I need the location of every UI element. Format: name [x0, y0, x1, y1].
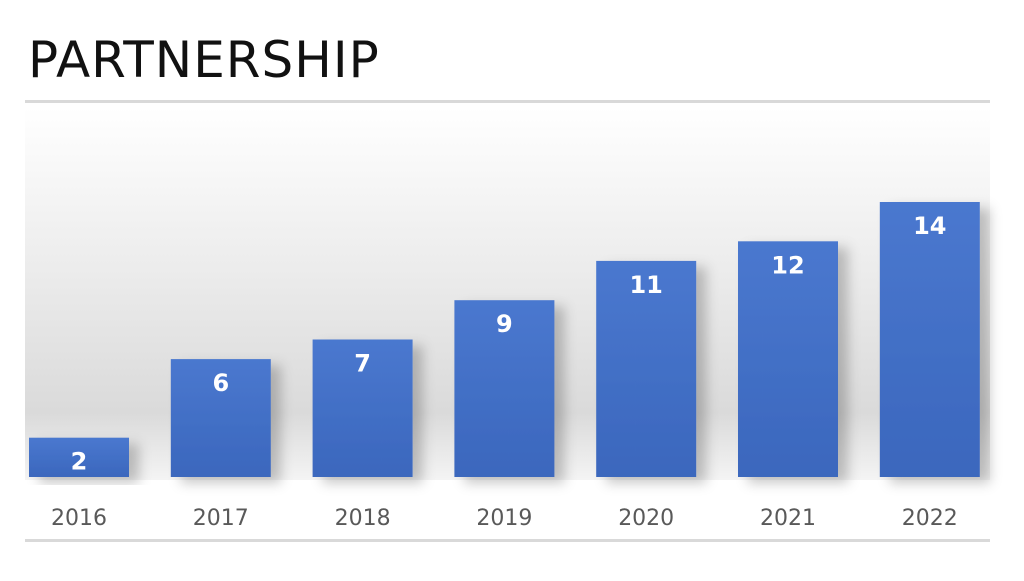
data-labels-layer: 2 6 7 9 11 12 14: [71, 212, 947, 476]
bar-2016: [29, 437, 129, 477]
tick-label-2018: 2018: [335, 506, 391, 531]
bar-2017: [170, 359, 271, 477]
page-title: PARTNERSHIP: [28, 31, 380, 89]
bar-2018: [312, 339, 413, 477]
tick-label-2022: 2022: [902, 506, 958, 531]
bar-2020: [596, 260, 697, 477]
bars-layer: [29, 202, 980, 477]
data-label-2017: 6: [212, 369, 229, 397]
data-label-2020: 11: [629, 271, 662, 299]
bar-2021: [738, 241, 838, 477]
data-label-2016: 2: [71, 448, 88, 476]
bar-2019: [454, 300, 555, 477]
data-label-2019: 9: [496, 310, 513, 338]
data-label-2018: 7: [354, 350, 371, 378]
data-label-2022: 14: [913, 212, 946, 240]
title-divider: [25, 100, 990, 103]
bar-2022: [879, 202, 980, 477]
x-axis-tick-labels: 2016 2017 2018 2019 2020 2021 2022: [51, 506, 958, 531]
tick-label-2017: 2017: [193, 506, 249, 531]
tick-label-2021: 2021: [760, 506, 816, 531]
tick-label-2016: 2016: [51, 506, 107, 531]
tick-label-2020: 2020: [618, 506, 674, 531]
data-label-2021: 12: [771, 251, 804, 279]
bottom-divider: [25, 539, 990, 542]
tick-label-2019: 2019: [476, 506, 532, 531]
